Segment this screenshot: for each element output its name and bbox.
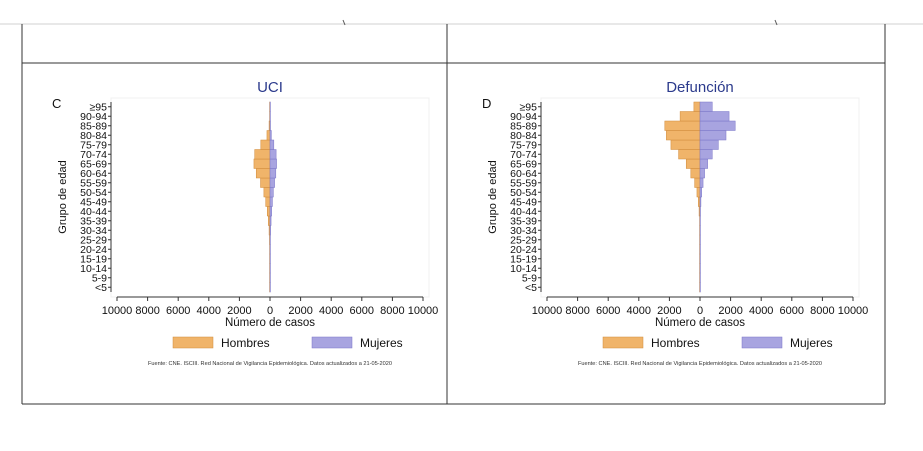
uci-legend-swatch-hombres (173, 337, 213, 348)
defuncion-legend-label-hombres: Hombres (651, 336, 700, 350)
defuncion-y-tick-label: ≥95 (520, 102, 538, 114)
defuncion-legend-label-mujeres: Mujeres (790, 336, 833, 350)
uci-x-tick-label: 2000 (227, 305, 251, 317)
defuncion-source-note: Fuente: CNE. ISCIII. Red Nacional de Vig… (578, 361, 822, 367)
uci-x-tick-label: 4000 (197, 305, 221, 317)
defuncion-x-tick-label: 6000 (596, 305, 620, 317)
defuncion-x-tick-label: 10000 (532, 305, 563, 317)
uci-bar-mujeres (270, 131, 271, 141)
uci-y-tick-label: ≥95 (90, 102, 108, 114)
defuncion-chart-title: Defunción (666, 79, 734, 96)
uci-chart-title: UCI (257, 79, 283, 96)
defuncion-x-tick-label: 2000 (657, 305, 681, 317)
defuncion-x-tick-label: 4000 (749, 305, 773, 317)
defuncion-x-tick-label: 2000 (718, 305, 742, 317)
defuncion-bar-mujeres (700, 197, 701, 207)
uci-source-note: Fuente: CNE. ISCIII. Red Nacional de Vig… (148, 361, 392, 367)
uci-bar-hombres (256, 169, 270, 179)
uci-bar-mujeres (270, 207, 272, 217)
uci-bar-mujeres (270, 197, 272, 207)
defuncion-bar-hombres (679, 150, 700, 160)
defuncion-bar-hombres (695, 178, 700, 188)
defuncion-y-axis-label: Grupo de edad (487, 160, 499, 233)
uci-x-tick-label: 10000 (102, 305, 133, 317)
uci-bar-mujeres (270, 178, 275, 188)
defuncion-x-axis-label: Número de casos (655, 317, 745, 329)
uci-x-axis-label: Número de casos (225, 317, 315, 329)
defuncion-bar-hombres (666, 131, 700, 141)
uci-bar-mujeres (270, 226, 271, 236)
uci-x-tick-label: 8000 (380, 305, 404, 317)
uci-x-tick-label: 8000 (135, 305, 159, 317)
uci-bar-hombres (264, 188, 270, 198)
defuncion-bar-mujeres (700, 140, 718, 150)
defuncion-bar-hombres (697, 188, 700, 198)
uci-x-tick-label: 4000 (319, 305, 343, 317)
uci-x-tick-label: 6000 (166, 305, 190, 317)
uci-bar-hombres (266, 197, 270, 207)
uci-x-tick-label: 6000 (350, 305, 374, 317)
defuncion-x-tick-label: 10000 (838, 305, 869, 317)
defuncion-legend-swatch-mujeres (742, 337, 782, 348)
defuncion-legend-swatch-hombres (603, 337, 643, 348)
defuncion-bar-mujeres (700, 159, 708, 169)
uci-bar-mujeres (270, 169, 276, 179)
defuncion-bar-hombres (680, 112, 700, 122)
defuncion-bar-hombres (665, 121, 700, 131)
uci-x-tick-label: 2000 (288, 305, 312, 317)
uci-bar-hombres (267, 207, 270, 217)
uci-bar-mujeres (270, 216, 271, 226)
uci-bar-mujeres (270, 159, 277, 169)
defuncion-panel-letter: D (482, 96, 491, 111)
defuncion-bar-hombres (698, 197, 700, 207)
defuncion-bar-mujeres (700, 188, 702, 198)
defuncion-bar-mujeres (700, 102, 712, 112)
defuncion-bar-mujeres (700, 169, 705, 179)
uci-bar-hombres (268, 216, 270, 226)
uci-legend-label-hombres: Hombres (221, 336, 270, 350)
uci-bar-hombres (261, 140, 270, 150)
defuncion-bar-mujeres (700, 131, 726, 141)
uci-x-tick-label: 0 (267, 305, 273, 317)
uci-bar-mujeres (270, 140, 274, 150)
defuncion-x-tick-label: 6000 (780, 305, 804, 317)
defuncion-x-tick-label: 8000 (810, 305, 834, 317)
uci-legend-swatch-mujeres (312, 337, 352, 348)
defuncion-x-tick-label: 4000 (627, 305, 651, 317)
defuncion-bar-hombres (691, 169, 700, 179)
uci-bar-hombres (255, 150, 270, 160)
defuncion-bar-mujeres (700, 178, 703, 188)
defuncion-bar-mujeres (700, 121, 735, 131)
uci-bar-mujeres (270, 188, 273, 198)
defuncion-x-tick-label: 0 (697, 305, 703, 317)
uci-bar-hombres (254, 159, 270, 169)
uci-panel-letter: C (52, 96, 61, 111)
defuncion-bar-mujeres (700, 150, 712, 160)
defuncion-x-tick-label: 8000 (565, 305, 589, 317)
defuncion-bar-mujeres (700, 112, 729, 122)
uci-x-tick-label: 10000 (408, 305, 439, 317)
uci-bar-hombres (261, 178, 270, 188)
defuncion-bar-hombres (671, 140, 700, 150)
uci-legend-label-mujeres: Mujeres (360, 336, 403, 350)
defuncion-bar-hombres (694, 102, 700, 112)
uci-y-axis-label: Grupo de edad (57, 160, 69, 233)
uci-bar-hombres (267, 131, 270, 141)
defuncion-bar-hombres (686, 159, 700, 169)
uci-bar-mujeres (270, 150, 276, 160)
